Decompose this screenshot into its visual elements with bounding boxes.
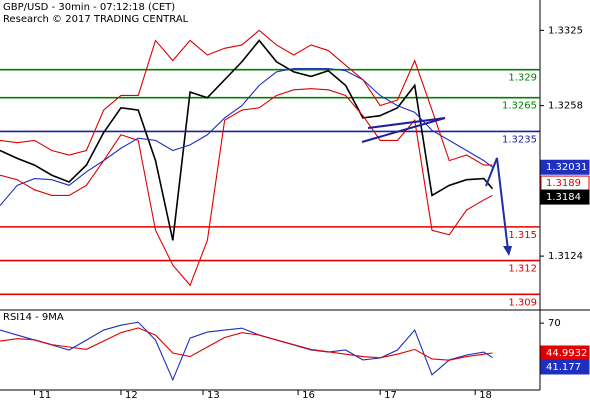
series-line bbox=[0, 327, 493, 361]
series-line bbox=[0, 88, 493, 287]
level-label: 1.309 bbox=[508, 297, 537, 308]
x-tick-label: 12 bbox=[125, 390, 138, 400]
marks bbox=[0, 29, 540, 382]
level-label: 1.315 bbox=[508, 230, 537, 241]
panel-title: RSI14 - 9MA bbox=[3, 312, 64, 323]
wedge-line bbox=[367, 117, 446, 129]
last-value-box bbox=[540, 159, 590, 175]
x-tick-label: 13 bbox=[207, 390, 220, 400]
y-tick-label: 1.3124 bbox=[548, 251, 583, 262]
level-label: 1.312 bbox=[508, 264, 537, 275]
y-tick-label: 1.3325 bbox=[548, 25, 583, 36]
x-tick-label: 18 bbox=[479, 390, 492, 400]
last-value-label: 44.9932 bbox=[546, 348, 587, 359]
last-value-label: 1.32031 bbox=[546, 162, 587, 173]
last-value-box bbox=[540, 359, 590, 375]
chart-title: GBP/USD - 30min - 07:12:18 (CET) bbox=[3, 2, 175, 13]
level-label: 1.3235 bbox=[502, 134, 537, 145]
x-tick-label: 11 bbox=[39, 390, 52, 400]
y-tick-label: 1.3258 bbox=[548, 101, 583, 112]
wedge-line bbox=[361, 117, 446, 143]
arrow-head bbox=[503, 246, 512, 256]
series-line bbox=[0, 39, 494, 241]
last-value-label: 1.3184 bbox=[546, 192, 581, 203]
series-line bbox=[0, 67, 493, 206]
forecast-arrow bbox=[485, 157, 509, 251]
level-label: 1.329 bbox=[508, 73, 537, 84]
x-tick-label: 16 bbox=[302, 390, 315, 400]
y-tick-label: 70 bbox=[548, 318, 561, 329]
last-value-label: 1.3189 bbox=[546, 178, 581, 189]
level-label: 1.3265 bbox=[502, 101, 537, 112]
series-line bbox=[0, 29, 493, 166]
last-value-box bbox=[540, 189, 590, 205]
x-tick-label: 17 bbox=[384, 390, 397, 400]
series-line bbox=[0, 321, 493, 382]
last-value-label: 41.177 bbox=[546, 362, 581, 373]
chart-subtitle: Research © 2017 TRADING CENTRAL bbox=[3, 14, 189, 25]
